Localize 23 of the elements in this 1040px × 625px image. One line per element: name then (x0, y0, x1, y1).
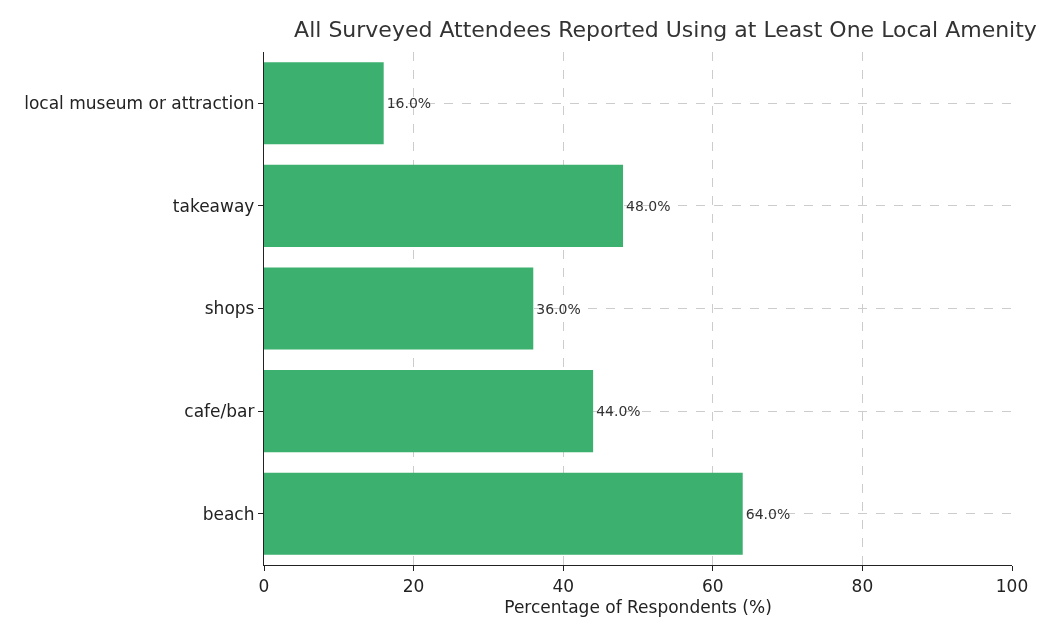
data-label: 48.0% (626, 197, 671, 214)
x-tick-label: 0 (258, 575, 270, 596)
data-label: 16.0% (386, 95, 432, 112)
chart-title: All Surveyed Attendees Reported Using at Least One Local Amenity (294, 17, 1037, 43)
x-tick-label: 20 (402, 575, 425, 596)
data-label: 44.0% (596, 403, 641, 420)
data-label: 36.0% (536, 300, 581, 317)
y-tick-label: shops (204, 298, 255, 319)
y-tick-label: local museum or attraction (24, 93, 255, 114)
y-tick-label: beach (202, 503, 255, 524)
x-axis-title: Percentage of Respondents (%) (504, 596, 772, 617)
bar (264, 62, 384, 145)
data-label: 64.0% (745, 505, 791, 522)
x-tick-label: 60 (701, 575, 724, 596)
x-tick-label: 100 (995, 575, 1029, 596)
bar (264, 164, 624, 247)
bar (264, 267, 534, 350)
y-tick-label: takeaway (172, 195, 255, 216)
x-tick-label: 80 (851, 575, 874, 596)
x-tick-label: 40 (552, 575, 575, 596)
bar (264, 370, 594, 453)
bar (264, 472, 743, 555)
y-tick-label: cafe/bar (184, 401, 255, 422)
